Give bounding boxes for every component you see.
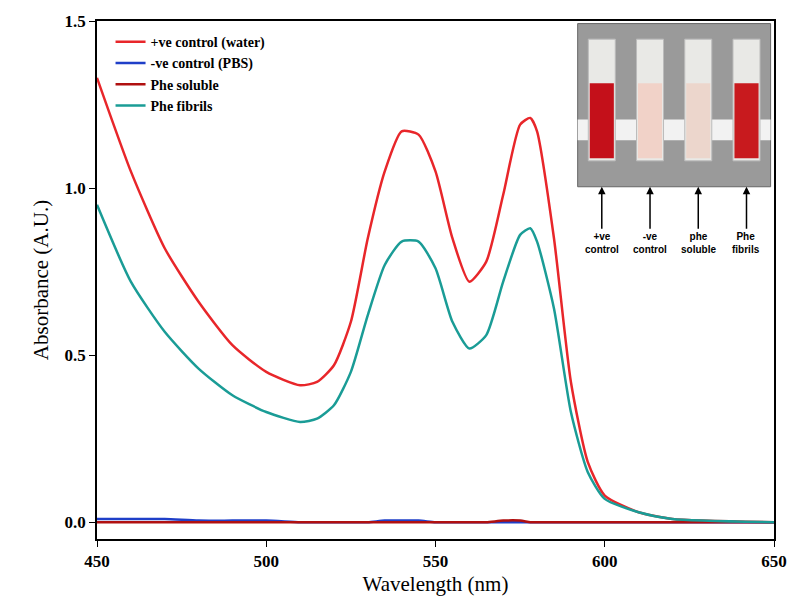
svg-text:-ve control (PBS): -ve control (PBS): [151, 56, 254, 72]
svg-text:phesoluble: phesoluble: [681, 231, 716, 255]
svg-text:500: 500: [254, 552, 280, 571]
svg-text:Phe fibrils: Phe fibrils: [151, 99, 213, 114]
svg-text:+vecontrol: +vecontrol: [585, 231, 619, 255]
svg-text:450: 450: [84, 552, 110, 571]
svg-text:Phefibrils: Phefibrils: [732, 231, 760, 255]
svg-text:Wavelength (nm): Wavelength (nm): [363, 572, 509, 596]
svg-text:+ve control (water): +ve control (water): [151, 35, 266, 51]
svg-text:550: 550: [423, 552, 449, 571]
svg-text:0.5: 0.5: [65, 346, 86, 365]
svg-text:600: 600: [592, 552, 618, 571]
svg-text:650: 650: [761, 552, 787, 571]
svg-text:-vecontrol: -vecontrol: [633, 231, 667, 255]
svg-text:0.0: 0.0: [65, 513, 86, 532]
svg-text:1.0: 1.0: [65, 179, 86, 198]
svg-text:Phe soluble: Phe soluble: [151, 78, 219, 93]
svg-text:1.5: 1.5: [65, 12, 86, 31]
svg-text:Absorbance (A.U.): Absorbance (A.U.): [29, 200, 53, 360]
